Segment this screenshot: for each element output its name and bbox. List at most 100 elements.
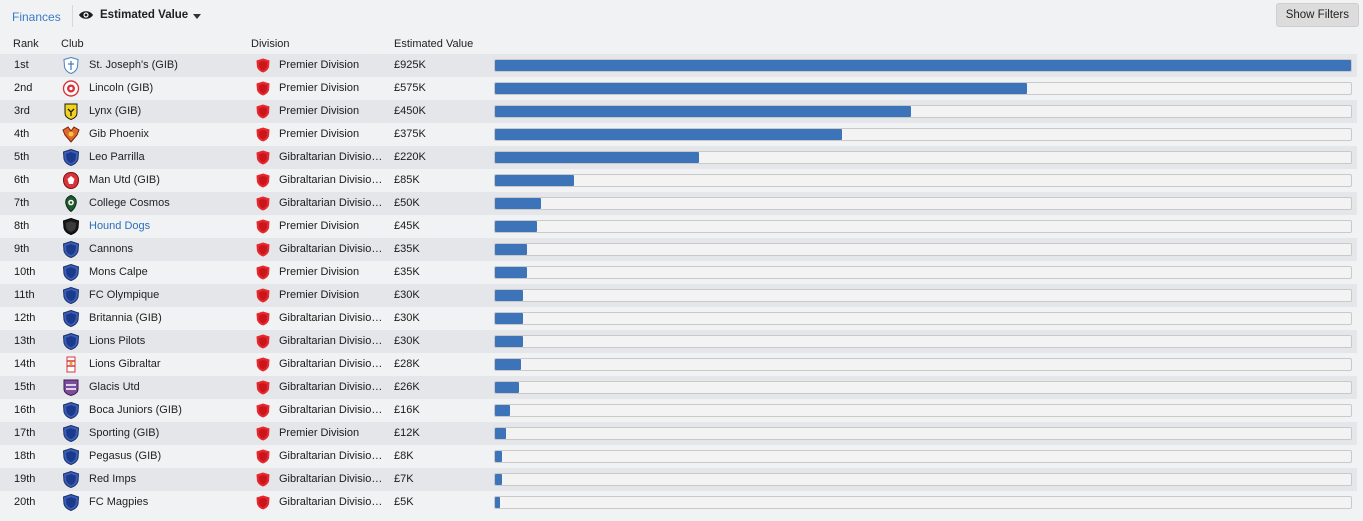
table-row[interactable]: 12th Britannia (GIB) Gibraltarian Division… bbox=[0, 307, 1357, 330]
club-name[interactable]: Boca Juniors (GIB) bbox=[89, 404, 182, 416]
show-filters-button[interactable]: Show Filters bbox=[1275, 3, 1359, 27]
estimated-value-cell: £85K bbox=[394, 174, 420, 186]
division-crest-icon bbox=[256, 449, 270, 464]
club-name[interactable]: Leo Parrilla bbox=[89, 151, 145, 163]
club-name[interactable]: Mons Calpe bbox=[89, 266, 148, 278]
division-crest-icon bbox=[256, 104, 270, 119]
table-row[interactable]: 14th Lions Gibraltar Gibraltarian Division… bbox=[0, 353, 1357, 376]
table-row[interactable]: 6th Man Utd (GIB) Gibraltarian Division Tw… bbox=[0, 169, 1357, 192]
value-bar-fill bbox=[495, 359, 521, 370]
column-header-club[interactable]: Club bbox=[61, 38, 84, 50]
table-row[interactable]: 10th Mons Calpe Premier Division £35K bbox=[0, 261, 1357, 284]
division-crest-icon bbox=[256, 311, 270, 326]
club-name[interactable]: FC Magpies bbox=[89, 496, 149, 508]
breadcrumb-finances[interactable]: Finances bbox=[12, 10, 61, 24]
division-name[interactable]: Premier Division bbox=[279, 289, 360, 301]
table-row[interactable]: 8th Hound Dogs Premier Division £45K bbox=[0, 215, 1357, 238]
division-name[interactable]: Premier Division bbox=[279, 128, 360, 140]
division-name[interactable]: Gibraltarian Division Two bbox=[279, 450, 385, 462]
table-row[interactable]: 18th Pegasus (GIB) Gibraltarian Division T… bbox=[0, 445, 1357, 468]
division-name[interactable]: Gibraltarian Division Two bbox=[279, 151, 385, 163]
division-name[interactable]: Gibraltarian Division Two bbox=[279, 496, 385, 508]
club-crest-icon bbox=[62, 194, 80, 213]
estimated-value-cell: £35K bbox=[394, 266, 420, 278]
club-name[interactable]: Lions Pilots bbox=[89, 335, 146, 347]
value-bar-track bbox=[494, 197, 1352, 210]
division-name[interactable]: Gibraltarian Division Two bbox=[279, 335, 385, 347]
club-crest-icon bbox=[62, 263, 80, 282]
estimated-value-cell: £45K bbox=[394, 220, 420, 232]
estimated-value-cell: £7K bbox=[394, 473, 414, 485]
division-name[interactable]: Premier Division bbox=[279, 59, 360, 71]
division-name[interactable]: Premier Division bbox=[279, 266, 360, 278]
value-bar-fill bbox=[495, 221, 537, 232]
column-header-division[interactable]: Division bbox=[251, 38, 290, 50]
division-crest-icon bbox=[256, 495, 270, 510]
table-row[interactable]: 17th Sporting (GIB) Premier Division £12K bbox=[0, 422, 1357, 445]
estimated-value-cell: £12K bbox=[394, 427, 420, 439]
rank-cell: 15th bbox=[14, 381, 36, 393]
table-row[interactable]: 13th Lions Pilots Gibraltarian Division Tw… bbox=[0, 330, 1357, 353]
club-crest-icon bbox=[62, 356, 80, 373]
club-crest-icon bbox=[62, 493, 80, 512]
estimated-value-cell: £30K bbox=[394, 289, 420, 301]
division-crest-icon bbox=[256, 426, 270, 441]
division-name[interactable]: Gibraltarian Division Two bbox=[279, 358, 385, 370]
rank-cell: 2nd bbox=[14, 82, 33, 94]
club-crest-icon bbox=[62, 286, 80, 305]
table-row[interactable]: 3rd Lynx (GIB) Premier Division £450K bbox=[0, 100, 1357, 123]
table-row[interactable]: 4th Gib Phoenix Premier Division £375K bbox=[0, 123, 1357, 146]
value-bar-fill bbox=[495, 129, 843, 140]
division-name[interactable]: Premier Division bbox=[279, 105, 360, 117]
column-header-estimated-value[interactable]: Estimated Value bbox=[394, 38, 474, 50]
division-crest-icon bbox=[256, 472, 270, 487]
table-row[interactable]: 15th Glacis Utd Gibraltarian Division Two £… bbox=[0, 376, 1357, 399]
column-header-rank[interactable]: Rank bbox=[13, 38, 39, 50]
table-row[interactable]: 7th College Cosmos Gibraltarian Division T… bbox=[0, 192, 1357, 215]
club-name[interactable]: Red Imps bbox=[89, 473, 137, 485]
table-row[interactable]: 1st St. Joseph's (GIB) Premier Division £92… bbox=[0, 54, 1357, 77]
table-row[interactable]: 11th FC Olympique Premier Division £30K bbox=[0, 284, 1357, 307]
division-crest-icon bbox=[256, 265, 270, 280]
club-name[interactable]: Pegasus (GIB) bbox=[89, 450, 162, 462]
division-crest-icon bbox=[256, 288, 270, 303]
club-name[interactable]: Hound Dogs bbox=[89, 220, 151, 232]
division-name[interactable]: Gibraltarian Division Two bbox=[279, 312, 385, 324]
division-name[interactable]: Premier Division bbox=[279, 82, 360, 94]
club-name[interactable]: Lynx (GIB) bbox=[89, 105, 142, 117]
value-bar-track bbox=[494, 82, 1352, 95]
club-name[interactable]: Britannia (GIB) bbox=[89, 312, 162, 324]
division-name[interactable]: Gibraltarian Division Two bbox=[279, 243, 385, 255]
club-crest-icon bbox=[62, 332, 80, 351]
club-name[interactable]: Lincoln (GIB) bbox=[89, 82, 154, 94]
value-bar-fill bbox=[495, 152, 699, 163]
club-name[interactable]: College Cosmos bbox=[89, 197, 170, 209]
table-row[interactable]: 20th FC Magpies Gibraltarian Division Two £… bbox=[0, 491, 1357, 514]
club-name[interactable]: Sporting (GIB) bbox=[89, 427, 160, 439]
club-name[interactable]: Gib Phoenix bbox=[89, 128, 149, 140]
division-crest-icon bbox=[256, 334, 270, 349]
table-row[interactable]: 19th Red Imps Gibraltarian Division Two £7K bbox=[0, 468, 1357, 491]
division-name[interactable]: Premier Division bbox=[279, 220, 360, 232]
division-name[interactable]: Gibraltarian Division Two bbox=[279, 174, 385, 186]
table-row[interactable]: 2nd Lincoln (GIB) Premier Division £575K bbox=[0, 77, 1357, 100]
club-name[interactable]: Man Utd (GIB) bbox=[89, 174, 160, 186]
club-name[interactable]: Cannons bbox=[89, 243, 134, 255]
club-name[interactable]: Lions Gibraltar bbox=[89, 358, 161, 370]
club-name[interactable]: Glacis Utd bbox=[89, 381, 140, 393]
division-name[interactable]: Gibraltarian Division Two bbox=[279, 404, 385, 416]
eye-icon bbox=[79, 11, 93, 19]
club-crest-icon bbox=[62, 379, 80, 397]
club-name[interactable]: St. Joseph's (GIB) bbox=[89, 59, 178, 71]
division-name[interactable]: Gibraltarian Division Two bbox=[279, 381, 385, 393]
table-row[interactable]: 5th Leo Parrilla Gibraltarian Division Two… bbox=[0, 146, 1357, 169]
club-crest-icon bbox=[62, 240, 80, 259]
table-row[interactable]: 9th Cannons Gibraltarian Division Two £35K bbox=[0, 238, 1357, 261]
table-row[interactable]: 16th Boca Juniors (GIB) Gibraltarian Divis… bbox=[0, 399, 1357, 422]
view-selector-dropdown[interactable]: Estimated Value bbox=[78, 9, 202, 21]
division-name[interactable]: Premier Division bbox=[279, 427, 360, 439]
division-name[interactable]: Gibraltarian Division Two bbox=[279, 197, 385, 209]
club-name[interactable]: FC Olympique bbox=[89, 289, 160, 301]
division-name[interactable]: Gibraltarian Division Two bbox=[279, 473, 385, 485]
division-crest-icon bbox=[256, 357, 270, 372]
